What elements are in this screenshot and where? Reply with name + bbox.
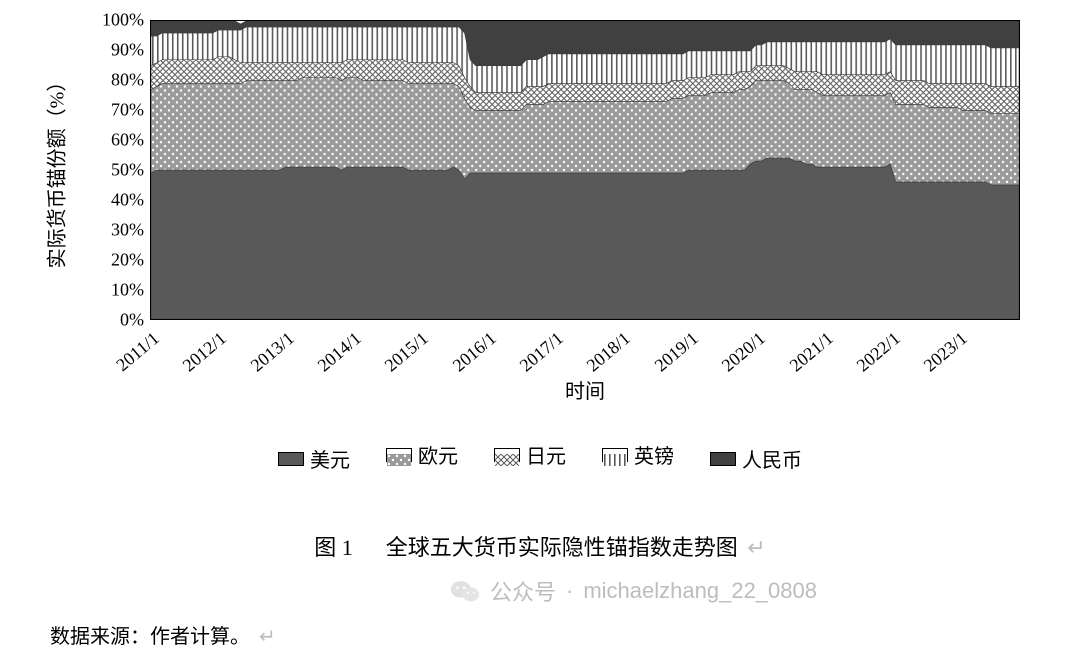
legend-item-gbp: 英镑 <box>602 440 674 469</box>
watermark-id: michaelzhang_22_0808 <box>583 578 817 604</box>
y-ticklabel: 80% <box>74 70 144 91</box>
return-glyph: ↵ <box>259 626 276 648</box>
legend-swatch <box>602 448 628 462</box>
y-ticklabel: 90% <box>74 40 144 61</box>
legend-label: 美元 <box>310 444 350 473</box>
y-ticklabel: 60% <box>74 130 144 151</box>
watermark: 公众号 · michaelzhang_22_0808 <box>450 575 817 607</box>
data-source: 数据来源：作者计算。 ↵ <box>50 620 276 649</box>
x-ticklabel: 2019/1 <box>651 328 703 376</box>
x-ticklabel: 2013/1 <box>246 328 298 376</box>
caption-text: 全球五大货币实际隐性锚指数走势图 <box>386 535 738 560</box>
y-ticklabel: 100% <box>74 10 144 31</box>
x-ticklabel: 2022/1 <box>853 328 905 376</box>
legend-item-eur: 欧元 <box>386 440 458 469</box>
y-ticklabel: 0% <box>74 310 144 331</box>
source-label: 数据来源： <box>50 626 150 648</box>
legend-item-usd: 美元 <box>278 444 350 473</box>
legend-label: 欧元 <box>418 440 458 469</box>
caption-prefix: 图 1 <box>314 535 353 560</box>
legend-label: 英镑 <box>634 440 674 469</box>
legend-swatch <box>710 452 736 466</box>
legend: 美元 欧元 日元 英镑 人民币 <box>0 440 1080 473</box>
x-ticklabel: 2016/1 <box>448 328 500 376</box>
x-ticklabel: 2014/1 <box>314 328 366 376</box>
x-ticklabel: 2020/1 <box>718 328 770 376</box>
source-text: 作者计算。 <box>150 626 250 648</box>
x-ticklabel: 2018/1 <box>583 328 635 376</box>
chart-frame: 实际货币锚份额（%） 0% 10% 20% 30% 40% 50% 60% 70% 80% 90%… <box>40 20 1040 390</box>
figure: 实际货币锚份额（%） 0% 10% 20% 30% 40% 50% 60% 70% 80% 90%… <box>40 20 1040 390</box>
return-glyph: ↵ <box>747 535 765 560</box>
legend-label: 人民币 <box>742 444 802 473</box>
y-ticklabel: 30% <box>74 220 144 241</box>
y-ticklabel: 10% <box>74 280 144 301</box>
watermark-label: 公众号 <box>490 575 556 607</box>
y-ticklabel: 20% <box>74 250 144 271</box>
x-ticklabel: 2012/1 <box>179 328 231 376</box>
plot-area <box>150 20 1020 320</box>
legend-label: 日元 <box>526 440 566 469</box>
x-ticklabel: 2021/1 <box>785 328 837 376</box>
series-usd <box>151 158 1019 319</box>
stacked-area-svg <box>151 21 1019 319</box>
watermark-sep: · <box>566 578 573 604</box>
x-ticklabel: 2015/1 <box>381 328 433 376</box>
y-ticklabel: 40% <box>74 190 144 211</box>
wechat-icon <box>450 578 480 604</box>
y-axis-title: 实际货币锚份额（%） <box>41 20 70 320</box>
legend-swatch <box>386 448 412 462</box>
y-ticklabel: 70% <box>74 100 144 121</box>
legend-swatch <box>278 452 304 466</box>
y-ticklabel: 50% <box>74 160 144 181</box>
figure-caption: 图 1 全球五大货币实际隐性锚指数走势图 ↵ <box>0 530 1080 562</box>
x-ticklabel: 2023/1 <box>920 328 972 376</box>
legend-item-jpy: 日元 <box>494 440 566 469</box>
x-ticklabel: 2017/1 <box>516 328 568 376</box>
legend-item-cny: 人民币 <box>710 444 802 473</box>
x-ticklabel: 2011/1 <box>112 328 163 376</box>
legend-swatch <box>494 448 520 462</box>
x-axis-title: 时间 <box>150 375 1020 404</box>
